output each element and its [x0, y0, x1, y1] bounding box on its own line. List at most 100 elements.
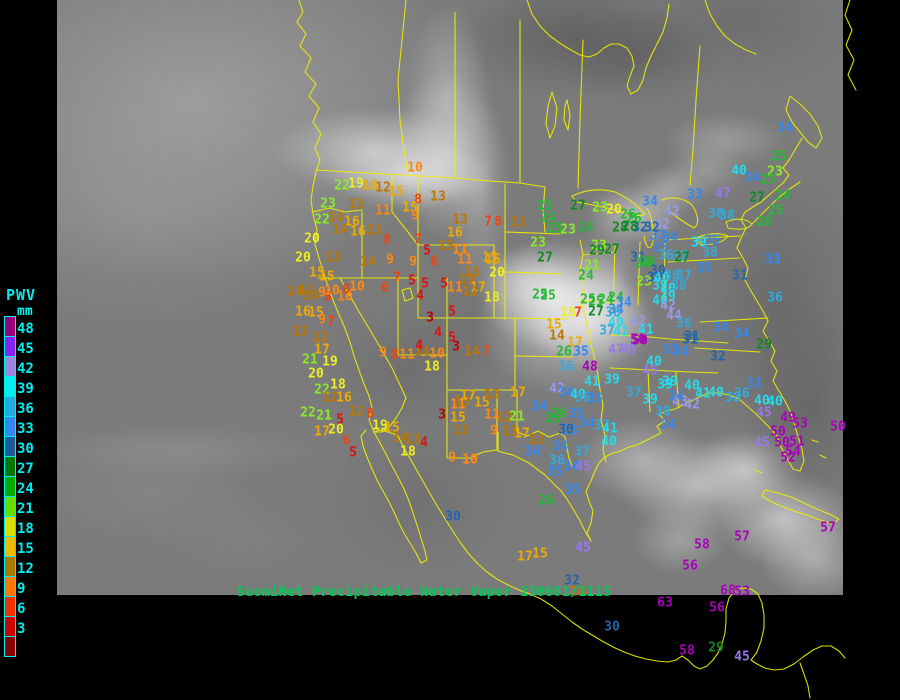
station-pwv-value: 31	[682, 332, 698, 348]
legend-swatch	[5, 617, 15, 637]
station-pwv-value: 12	[348, 404, 364, 420]
station-pwv-value: 38	[725, 390, 741, 406]
legend-value: 6	[17, 601, 26, 617]
station-pwv-value: 45	[575, 459, 591, 475]
station-pwv-value: 13	[405, 432, 421, 448]
legend-swatch	[5, 537, 15, 557]
station-pwv-value: 40	[754, 393, 770, 409]
legend-swatch	[5, 457, 15, 477]
station-pwv-value: 17	[567, 335, 583, 351]
station-pwv-value: 25	[545, 411, 561, 427]
image-title: SuomiNet Precipitable Water Vapor 130601…	[237, 585, 612, 600]
station-pwv-value: 35	[568, 406, 584, 422]
station-pwv-value: 17	[314, 424, 330, 440]
station-pwv-value: 25	[771, 149, 787, 165]
station-pwv-value: 8	[391, 347, 399, 363]
station-pwv-value: 11	[450, 397, 466, 413]
station-pwv-value: 32	[564, 573, 580, 589]
station-pwv-value: 36	[676, 316, 692, 332]
station-pwv-value: 35	[587, 391, 603, 407]
station-pwv-value: 12	[375, 180, 391, 196]
station-pwv-value: 40	[708, 385, 724, 401]
station-pwv-value: 13	[454, 394, 470, 410]
station-pwv-value: 22	[300, 405, 316, 421]
station-pwv-value: 20	[328, 422, 344, 438]
station-pwv-value: 35	[573, 344, 589, 360]
station-pwv-value: 17	[460, 388, 476, 404]
station-pwv-value: 25	[580, 292, 596, 308]
legend-swatch	[5, 377, 15, 397]
station-pwv-value: 14	[570, 584, 586, 600]
station-pwv-value: 50	[774, 435, 790, 451]
station-pwv-value: 41	[613, 324, 629, 340]
legend-value: 9	[17, 581, 26, 597]
station-pwv-value: 15	[482, 250, 498, 266]
station-pwv-value: 40	[654, 270, 670, 286]
station-pwv-value: 12	[298, 283, 314, 299]
station-pwv-value: 58	[679, 643, 695, 659]
station-pwv-value: 33	[765, 252, 781, 268]
station-pwv-value: 4	[420, 435, 428, 451]
station-pwv-value: 35	[696, 261, 712, 277]
station-pwv-value: 33	[746, 376, 762, 392]
station-pwv-value: 37	[672, 249, 688, 265]
station-pwv-value: 8	[324, 289, 332, 305]
station-pwv-value: 42	[654, 217, 670, 233]
station-pwv-value: 34	[563, 459, 579, 475]
station-pwv-value: 37	[626, 385, 642, 401]
station-pwv-value: 39	[691, 235, 707, 251]
station-pwv-value: 13	[325, 250, 341, 266]
station-pwv-value: 5	[423, 243, 431, 259]
station-pwv-value: 13	[528, 432, 544, 448]
station-pwv-value: 15	[309, 265, 325, 281]
station-pwv-value: 14	[303, 288, 319, 304]
station-pwv-value: 11	[375, 203, 391, 219]
station-pwv-value: 34	[668, 389, 684, 405]
station-pwv-value: 28	[622, 219, 638, 235]
station-pwv-value: 33	[687, 187, 703, 203]
station-pwv-value: 57	[734, 529, 750, 545]
station-pwv-value: 23	[530, 235, 546, 251]
station-pwv-value: 16	[295, 304, 311, 320]
station-pwv-value: 34	[660, 417, 676, 433]
legend-value: 42	[17, 361, 34, 377]
legend-value: 15	[17, 541, 34, 557]
station-pwv-value: 31	[684, 329, 700, 345]
station-pwv-value: 8	[494, 214, 502, 230]
station-pwv-value: 36	[658, 248, 674, 264]
station-pwv-value: 39	[660, 289, 676, 305]
station-pwv-value: 20	[304, 231, 320, 247]
station-pwv-value: 42	[549, 381, 565, 397]
station-pwv-value: 18	[424, 359, 440, 375]
station-pwv-value: 23	[767, 164, 783, 180]
station-pwv-value: 6	[342, 433, 350, 449]
station-pwv-value: 3	[426, 310, 434, 326]
station-pwv-value: 16	[336, 390, 352, 406]
station-pwv-value: 22	[314, 382, 330, 398]
station-pwv-value: 42	[684, 397, 700, 413]
station-pwv-value: 40	[731, 163, 747, 179]
station-pwv-value: 50	[830, 419, 846, 435]
station-pwv-value: 15	[485, 252, 501, 268]
station-pwv-value: 43	[672, 394, 688, 410]
station-pwv-value: 17	[514, 426, 530, 442]
station-pwv-value: 16	[362, 178, 378, 194]
station-pwv-value: 26	[620, 207, 636, 223]
station-pwv-value: 3	[438, 407, 446, 423]
station-pwv-value: 41	[584, 374, 600, 390]
station-pwv-value: 34	[734, 326, 750, 342]
station-pwv-value: 12	[497, 410, 513, 426]
station-pwv-value: 34	[777, 120, 793, 136]
legend-value: 48	[17, 321, 34, 337]
station-pwv-value: 12	[462, 284, 478, 300]
station-pwv-value: 15	[388, 184, 404, 200]
station-pwv-value: 13	[452, 212, 468, 228]
station-pwv-value: 7	[393, 270, 401, 286]
station-pwv-value: 57	[820, 520, 836, 536]
station-pwv-value: 8	[383, 232, 391, 248]
legend-swatch	[5, 597, 15, 617]
station-pwv-value: 13	[502, 424, 518, 440]
station-pwv-value: 40	[652, 293, 668, 309]
station-pwv-value: 23	[636, 274, 652, 290]
station-pwv-value: 6	[430, 254, 438, 270]
